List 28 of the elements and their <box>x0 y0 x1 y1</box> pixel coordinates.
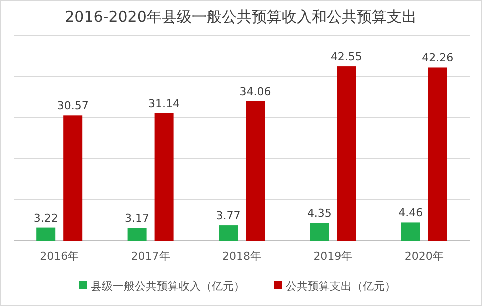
bar <box>36 228 56 241</box>
bar <box>428 68 448 241</box>
data-label: 30.57 <box>57 100 89 113</box>
data-label: 42.26 <box>422 52 454 65</box>
data-label: 42.55 <box>330 50 362 64</box>
legend-label: 公共预算支出（亿元） <box>286 280 396 293</box>
data-label: 3.17 <box>125 212 150 226</box>
data-label: 31.14 <box>148 97 180 110</box>
bar <box>154 113 174 241</box>
bar <box>246 101 265 241</box>
data-label: 4.35 <box>307 207 332 220</box>
x-tick-label: 2020年 <box>404 250 444 263</box>
data-label: 3.22 <box>34 212 58 225</box>
chart-title: 2016-2020年县级一般公共预算收入和公共预算支出 <box>65 8 417 26</box>
data-label: 4.46 <box>398 206 424 220</box>
x-tick-label: 2018年 <box>222 250 262 263</box>
x-tick-label: 2016年 <box>40 250 80 263</box>
bar <box>64 116 83 241</box>
bar <box>128 228 147 241</box>
bar <box>337 66 356 241</box>
bar <box>310 223 330 241</box>
data-label: 34.06 <box>240 85 272 98</box>
x-tick-label: 2017年 <box>131 250 170 263</box>
bar <box>219 226 238 241</box>
x-tick-label: 2019年 <box>314 250 353 263</box>
legend-label: 县级一般公共预算收入（亿元） <box>91 280 245 293</box>
bar <box>401 222 420 241</box>
data-label: 3.77 <box>216 210 241 223</box>
